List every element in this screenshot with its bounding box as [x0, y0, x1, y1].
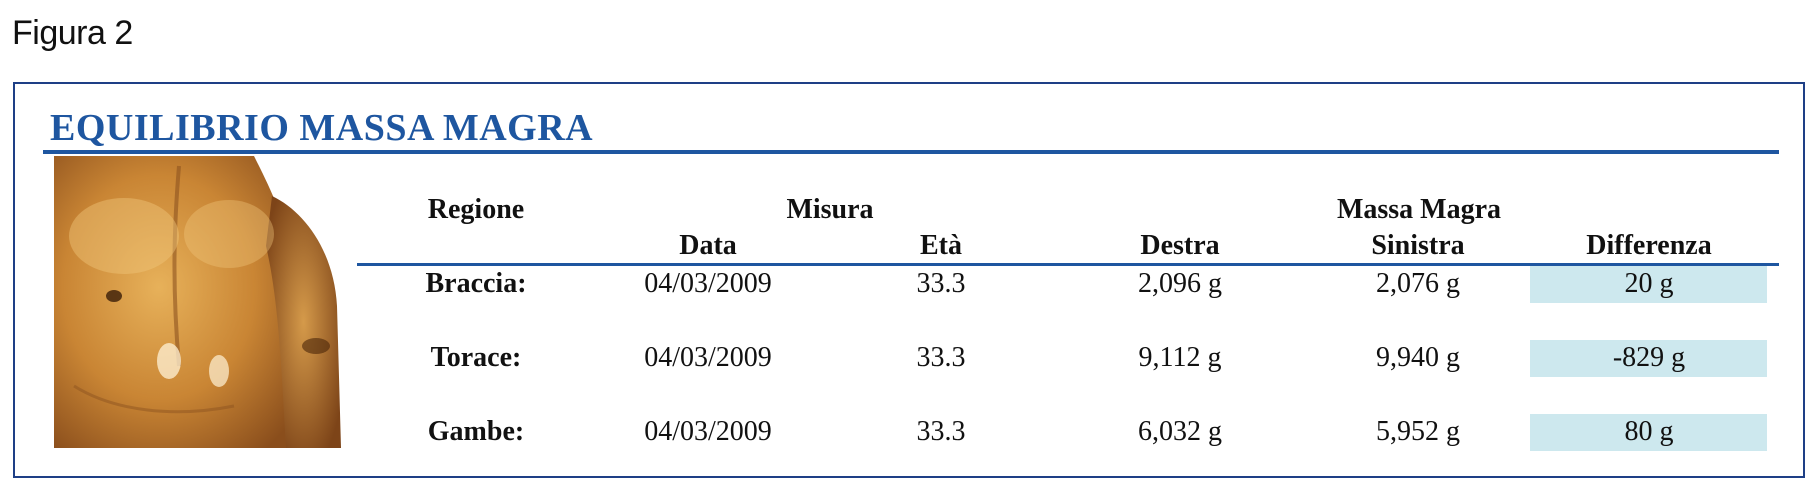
lean-mass-balance-panel: EQUILIBRIO MASSA MAGRA: [13, 82, 1805, 478]
column-header-eta: Età: [920, 230, 962, 261]
header-misura: Misura: [786, 194, 874, 225]
panel-title: EQUILIBRIO MASSA MAGRA: [50, 107, 594, 149]
column-header-sinistra: Sinistra: [1371, 230, 1465, 261]
header-regione: Regione: [427, 194, 525, 225]
cell-sinistra: 2,076 g: [1376, 268, 1460, 299]
cell-destra: 2,096 g: [1138, 268, 1222, 299]
cell-sinistra: 5,952 g: [1376, 416, 1460, 447]
column-header-data: Data: [679, 230, 737, 261]
cell-data: 04/03/2009: [644, 342, 772, 373]
figure-label: Figura 2: [12, 14, 133, 52]
cell-eta: 33.3: [916, 342, 966, 373]
cell-differenza: 80 g: [1624, 416, 1674, 447]
row-label-torace: Torace:: [430, 342, 522, 373]
header-massa-magra: Massa Magra: [1336, 194, 1502, 225]
cell-destra: 9,112 g: [1138, 342, 1222, 373]
difference-highlight: [1530, 340, 1767, 377]
cell-eta: 33.3: [916, 416, 966, 447]
cell-eta: 33.3: [916, 268, 966, 299]
title-divider: [43, 150, 1779, 154]
difference-highlight: [1530, 414, 1767, 451]
cell-data: 04/03/2009: [644, 268, 772, 299]
column-header-destra: Destra: [1140, 230, 1220, 261]
row-label-gambe: Gambe:: [427, 416, 525, 447]
torso-photo: [54, 156, 341, 448]
cell-sinistra: 9,940 g: [1376, 342, 1460, 373]
torso-image: [54, 156, 341, 448]
cell-differenza: 20 g: [1624, 268, 1674, 299]
row-label-braccia: Braccia:: [425, 268, 527, 299]
difference-highlight: [1530, 266, 1767, 303]
column-header-differenza: Differenza: [1586, 230, 1712, 261]
cell-data: 04/03/2009: [644, 416, 772, 447]
table-header-divider: [357, 263, 1779, 266]
cell-destra: 6,032 g: [1138, 416, 1222, 447]
cell-differenza: -829 g: [1612, 342, 1686, 373]
